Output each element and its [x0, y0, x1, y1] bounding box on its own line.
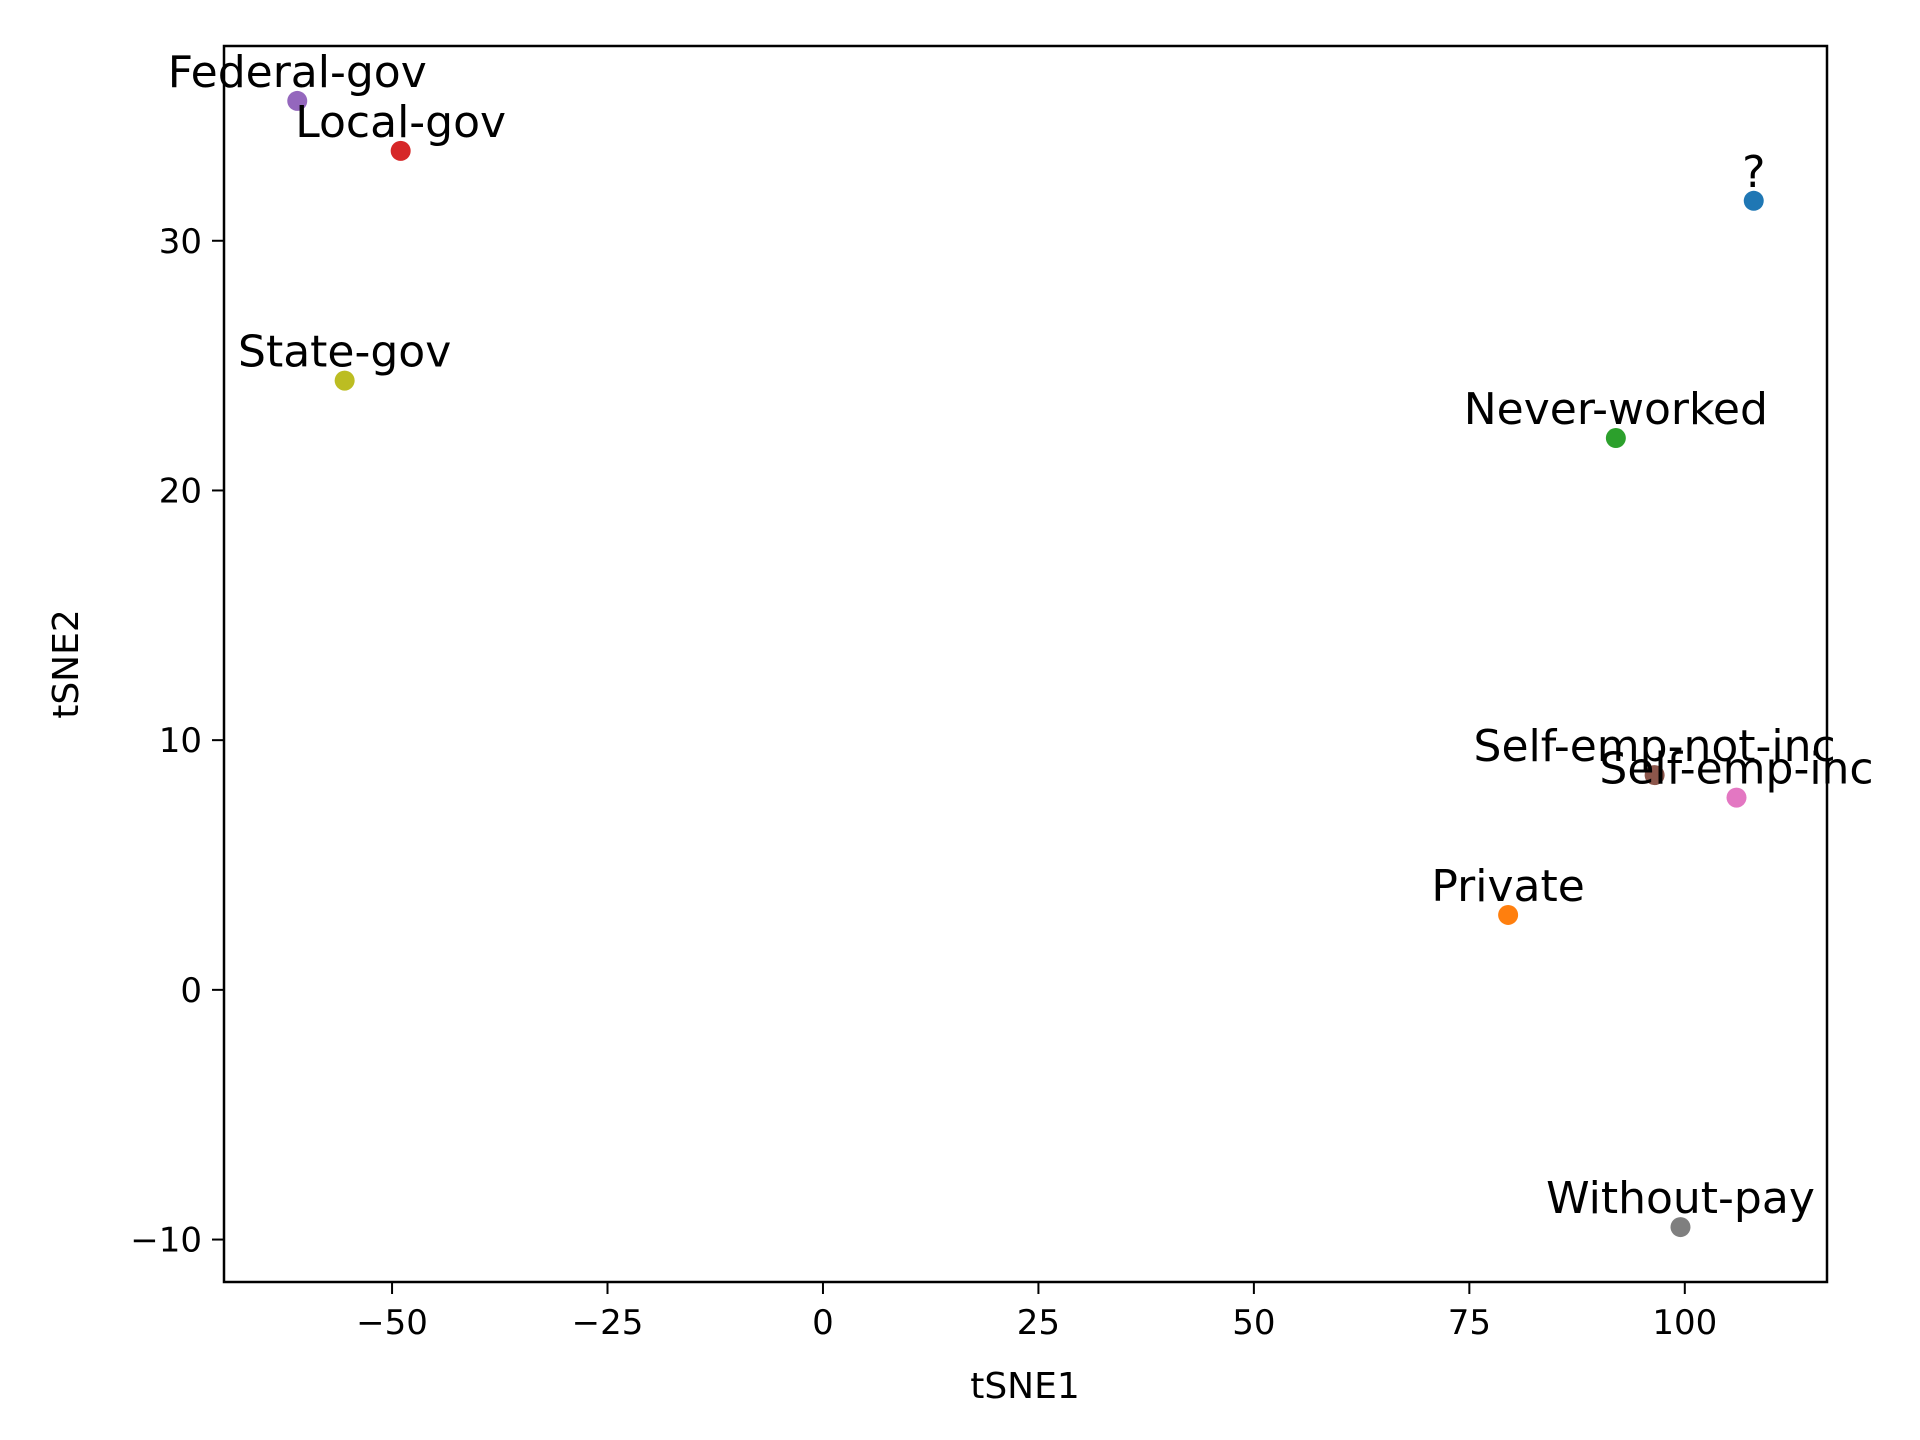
y-tick-label: 10 — [159, 721, 202, 761]
x-tick-label: 100 — [1652, 1303, 1717, 1343]
point-label: ? — [1742, 147, 1765, 198]
y-axis-label: tSNE2 — [46, 609, 87, 719]
point-label: Private — [1431, 861, 1584, 912]
point-label: Never-worked — [1464, 384, 1768, 435]
point-label: Federal-gov — [168, 47, 427, 98]
x-tick-label: 50 — [1232, 1303, 1275, 1343]
y-tick-label: −10 — [130, 1221, 202, 1261]
x-tick-label: −25 — [572, 1303, 644, 1343]
scatter-point — [1644, 765, 1665, 786]
y-tick-label: 0 — [180, 971, 202, 1011]
x-tick-label: 25 — [1017, 1303, 1060, 1343]
scatter-point — [1605, 428, 1626, 449]
scatter-point — [287, 90, 308, 111]
point-label: State-gov — [238, 327, 451, 378]
point-label: Without-pay — [1546, 1173, 1815, 1224]
x-tick-label: 0 — [812, 1303, 834, 1343]
plot-area — [222, 44, 1829, 1284]
y-tick-label: 20 — [159, 471, 202, 511]
point-label: Self-emp-inc — [1599, 744, 1873, 795]
x-tick-label: 75 — [1448, 1303, 1491, 1343]
x-tick-label: −50 — [356, 1303, 428, 1343]
x-axis-label: tSNE1 — [970, 1366, 1080, 1407]
scatter-point — [1498, 904, 1519, 925]
scatter-point — [1726, 787, 1747, 808]
y-axis-ticks: −10 0 10 20 30 — [130, 222, 224, 1261]
scatter-points — [287, 90, 1764, 1238]
scatter-point — [334, 370, 355, 391]
scatter-point — [1670, 1217, 1691, 1238]
point-label: Self-emp-not-inc — [1474, 721, 1836, 772]
y-tick-label: 30 — [159, 222, 202, 262]
scatter-point — [390, 140, 411, 161]
point-label: Local-gov — [295, 97, 506, 148]
x-axis-ticks: −50 −25 0 25 50 75 100 — [356, 1282, 1717, 1343]
scatter-point — [1743, 190, 1764, 211]
